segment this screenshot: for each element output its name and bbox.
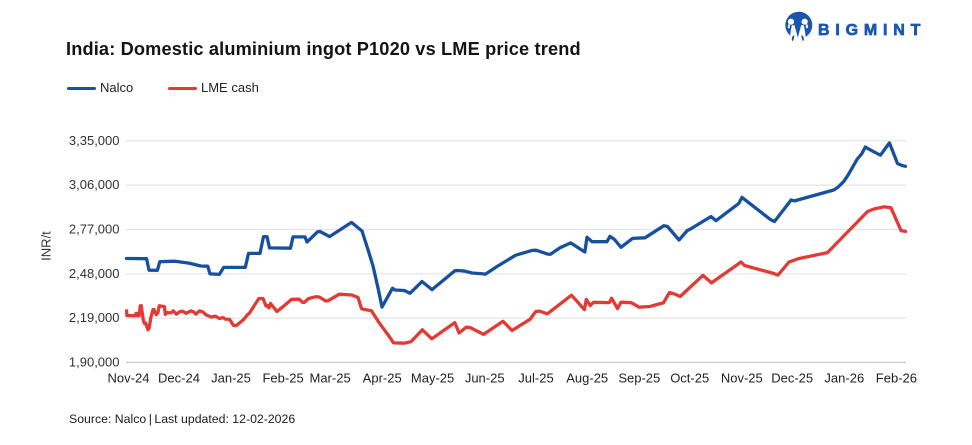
svg-text:Apr-25: Apr-25 [363, 370, 402, 385]
svg-text:Mar-25: Mar-25 [310, 370, 351, 385]
svg-text:2,48,000: 2,48,000 [69, 266, 120, 281]
svg-text:Nov-25: Nov-25 [721, 370, 763, 385]
svg-text:Jan-26: Jan-26 [824, 370, 864, 385]
svg-text:Jan-25: Jan-25 [211, 370, 251, 385]
svg-text:May-25: May-25 [411, 370, 454, 385]
svg-text:2,19,000: 2,19,000 [69, 310, 120, 325]
svg-text:Oct-25: Oct-25 [670, 370, 709, 385]
svg-text:Aug-25: Aug-25 [566, 370, 608, 385]
svg-text:INR/t: INR/t [38, 231, 53, 261]
svg-text:Feb-25: Feb-25 [262, 370, 303, 385]
svg-text:Jul-25: Jul-25 [518, 370, 553, 385]
svg-text:3,35,000: 3,35,000 [69, 133, 120, 148]
svg-text:Nov-24: Nov-24 [108, 370, 150, 385]
svg-text:Jun-25: Jun-25 [465, 370, 505, 385]
svg-text:Dec-25: Dec-25 [771, 370, 813, 385]
svg-text:Feb-26: Feb-26 [876, 370, 917, 385]
svg-text:3,06,000: 3,06,000 [69, 177, 120, 192]
svg-text:2,77,000: 2,77,000 [69, 222, 120, 237]
svg-text:Dec-24: Dec-24 [158, 370, 200, 385]
svg-text:Sep-25: Sep-25 [618, 370, 660, 385]
svg-text:1,90,000: 1,90,000 [69, 354, 120, 369]
